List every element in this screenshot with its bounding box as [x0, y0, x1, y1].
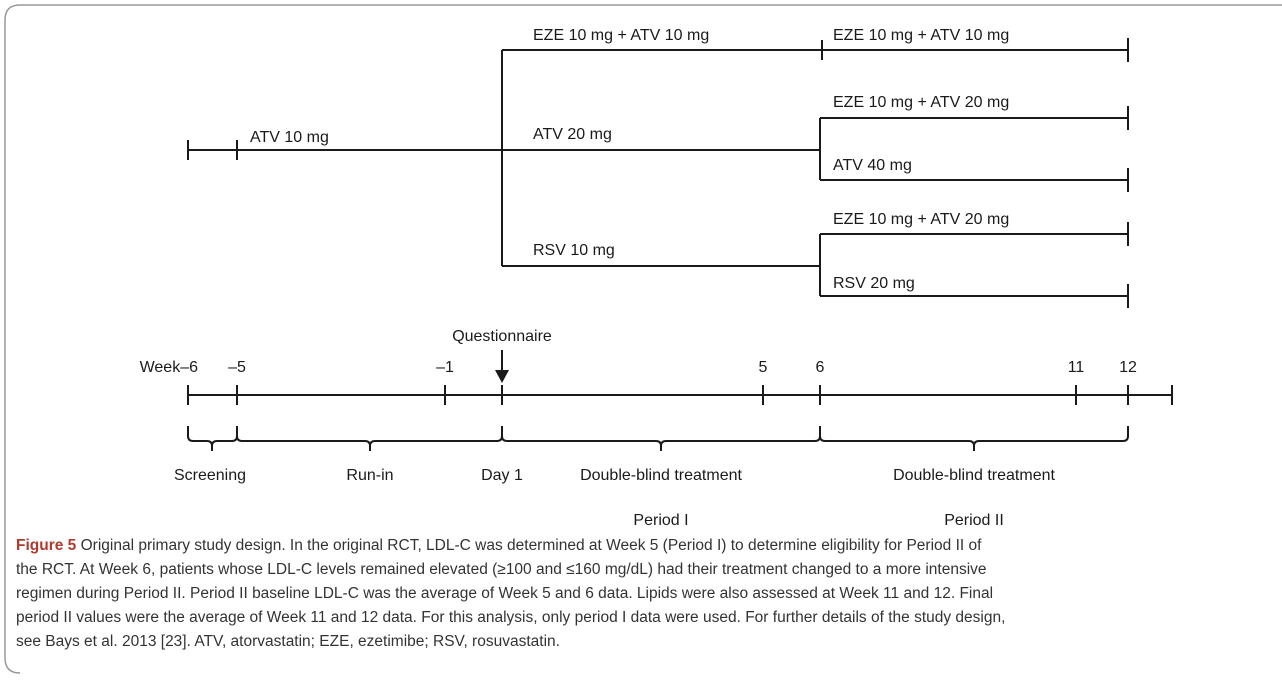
arm-label: RSV 10 mg [533, 242, 615, 259]
arm-label: ATV 20 mg [533, 126, 612, 143]
caption-line: Figure 5 Original primary study design. … [16, 537, 982, 554]
caption-line: period II values were the average of Wee… [16, 609, 1005, 626]
braces [187, 426, 1129, 451]
arm-label: ATV 10 mg [250, 129, 329, 146]
caption-line: see Bays et al. 2013 [23]. ATV, atorvast… [16, 633, 560, 650]
arm-label: EZE 10 mg + ATV 10 mg [833, 27, 1009, 44]
period-label: Period I [633, 512, 688, 529]
arm-label: ATV 40 mg [833, 157, 912, 174]
timeline [187, 350, 1173, 405]
week-label: 5 [759, 359, 768, 376]
week-label: 12 [1119, 359, 1137, 376]
week-label: 11 [1068, 359, 1085, 376]
caption-line: the RCT. At Week 6, patients whose LDL-C… [16, 561, 987, 578]
caption-line: regimen during Period II. Period II base… [16, 585, 993, 602]
arm-label: RSV 20 mg [833, 275, 915, 292]
phase-label: Double-blind treatment [893, 467, 1055, 484]
period-label: Period II [944, 512, 1004, 529]
phase-label: Screening [174, 467, 246, 484]
phase-label: Run-in [346, 467, 393, 484]
caption-text: Original primary study design. In the or… [76, 537, 982, 554]
arm-label: EZE 10 mg + ATV 20 mg [833, 211, 1009, 228]
week-label: Week–6 [140, 359, 199, 376]
marker-label: Questionnaire [452, 328, 552, 345]
caption-label: Figure 5 [16, 537, 77, 554]
phase-label: Day 1 [481, 467, 523, 484]
week-label: –5 [228, 359, 246, 376]
week-label: –1 [436, 359, 454, 376]
arms-lines [187, 38, 1129, 308]
arm-label: EZE 10 mg + ATV 10 mg [533, 27, 709, 44]
week-label: 6 [816, 359, 825, 376]
phase-label: Double-blind treatment [580, 467, 742, 484]
arm-label: EZE 10 mg + ATV 20 mg [833, 94, 1009, 111]
frame [4, 4, 1282, 674]
